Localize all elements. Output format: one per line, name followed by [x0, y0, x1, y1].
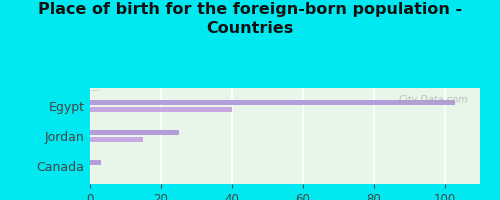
Bar	[90, 160, 101, 165]
Bar	[90, 107, 232, 112]
Text: City-Data.com: City-Data.com	[398, 95, 468, 105]
Bar	[90, 130, 178, 135]
Bar	[90, 100, 455, 105]
Text: Place of birth for the foreign-born population -
Countries: Place of birth for the foreign-born popu…	[38, 2, 462, 36]
Bar	[90, 137, 143, 142]
